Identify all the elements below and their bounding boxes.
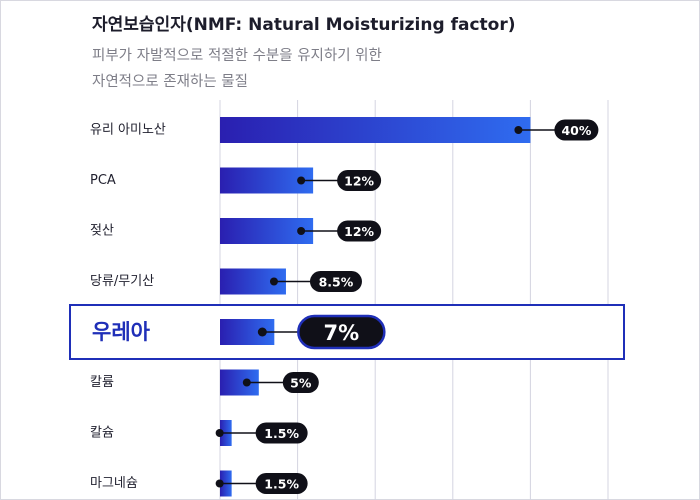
category-label: 칼륨 (90, 375, 114, 390)
value-label: 1.5% (264, 477, 299, 492)
bar-end-dot (257, 327, 267, 337)
value-label-badge (297, 314, 386, 350)
value-label: 40% (561, 123, 591, 138)
category-label: 우레아 (92, 320, 151, 344)
bar-end-dot (215, 429, 224, 437)
value-label-badge (255, 473, 308, 494)
bar-end-dot (215, 479, 224, 488)
chart-subtitle-line-2: 자연적으로 존재하는 물질 (92, 74, 248, 90)
value-label-badge (255, 422, 308, 444)
bars (220, 117, 531, 497)
value-label: 12% (344, 174, 374, 189)
category-label: 유리 아미노산 (90, 123, 166, 138)
category-label: 마그네슘 (90, 476, 138, 491)
chart-title: 자연보습인자(NMF: Natural Moisturizing factor) (92, 15, 516, 35)
bar-end-dot (297, 176, 306, 185)
value-label-badge (282, 372, 319, 393)
value-label-badge (337, 220, 382, 242)
value-label-badge (309, 271, 362, 292)
labels: 유리 아미노산 40% PCA 12% 젖산 12% 당류/무기산 8.5% 우레아 7% 칼륨 5%… (90, 119, 599, 494)
category-label: PCA (90, 173, 116, 188)
category-label: 젖산 (90, 224, 114, 239)
bar-end-dot (514, 126, 523, 134)
bar (220, 117, 531, 143)
bar-end-dot (242, 378, 251, 387)
value-label: 8.5% (319, 275, 354, 290)
bar-end-dot (297, 227, 306, 235)
value-label-badge (337, 170, 382, 191)
grid-lines (219, 100, 609, 500)
value-label: 1.5% (264, 426, 299, 441)
bar-end-dot (269, 277, 278, 286)
value-label: 12% (344, 224, 374, 239)
category-label: 당류/무기산 (90, 274, 154, 289)
value-label: 5% (290, 376, 312, 391)
chart-subtitle-line-1: 피부가 자발적으로 적절한 수분을 유지하기 위한 (92, 48, 382, 64)
value-label-badge (554, 119, 599, 141)
category-label: 칼슘 (90, 426, 114, 441)
value-label: 7% (323, 321, 359, 345)
